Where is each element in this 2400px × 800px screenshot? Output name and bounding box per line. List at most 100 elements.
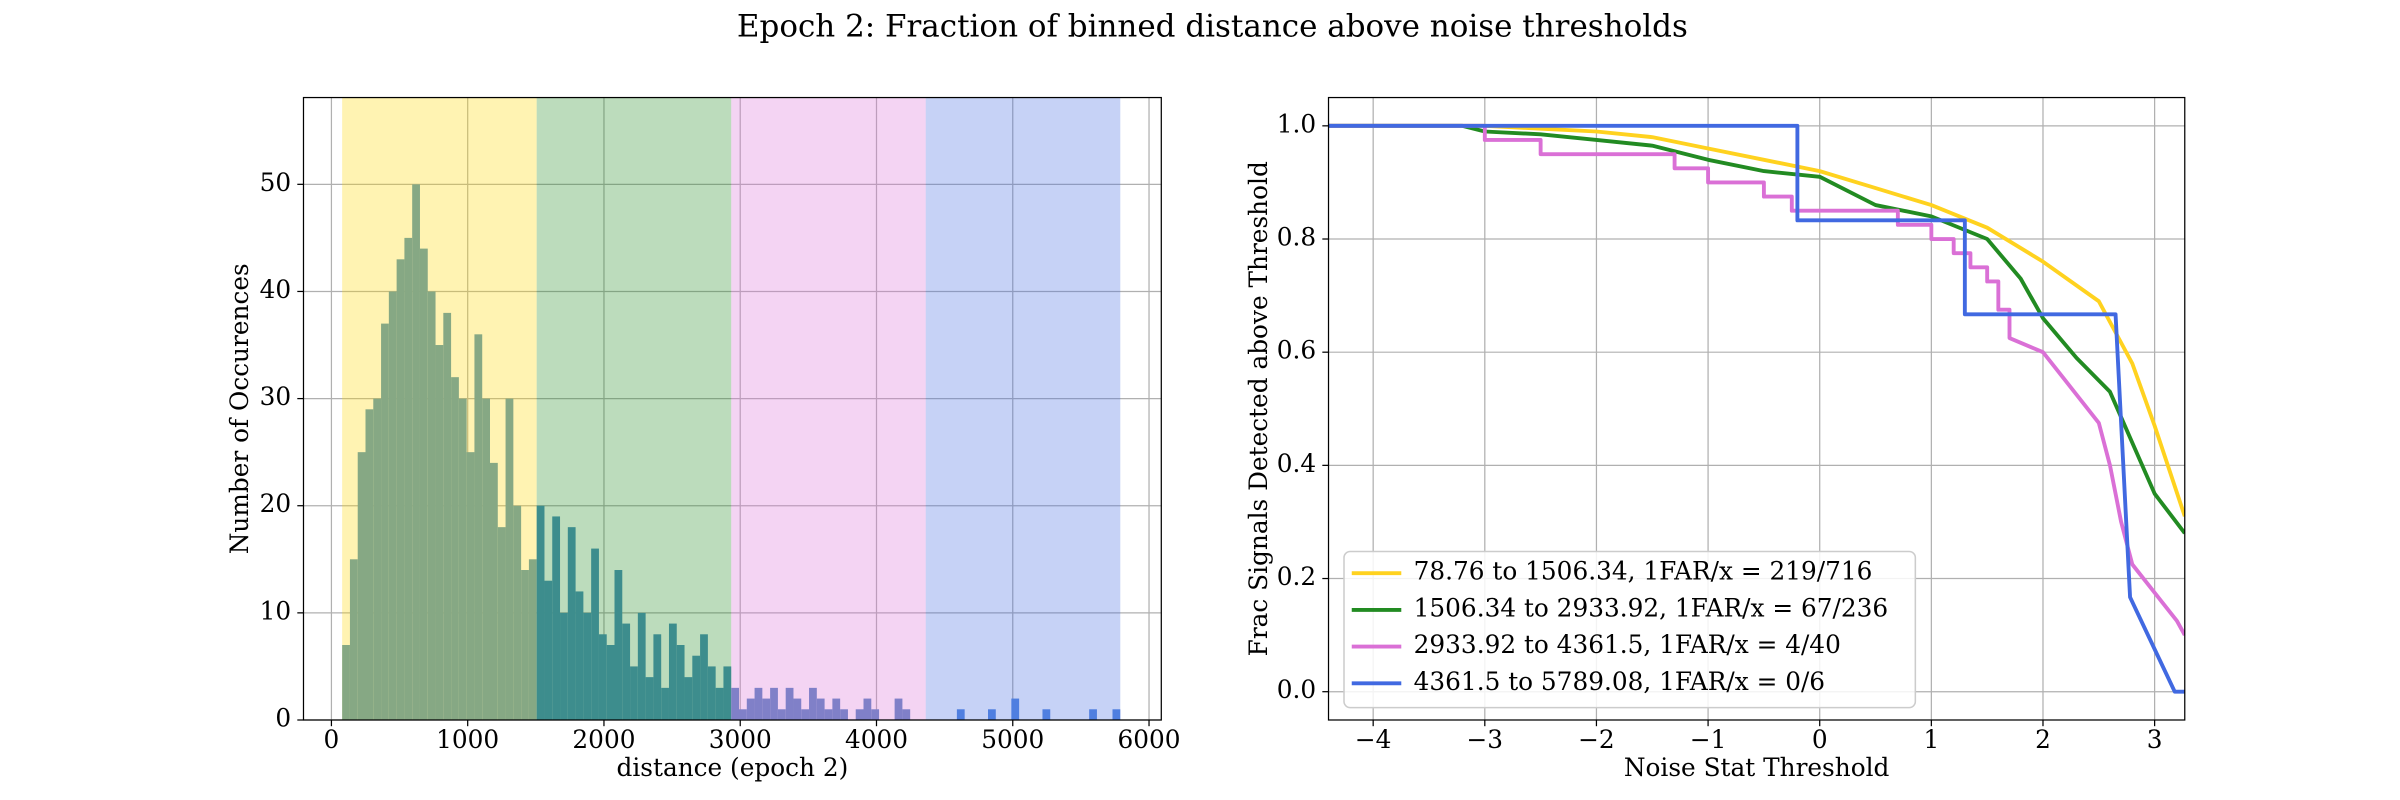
histogram-bar [653, 634, 662, 720]
x-tick-label: −2 [1578, 725, 1615, 754]
histogram-bar [1112, 709, 1121, 720]
y-tick-label: 0.8 [1277, 223, 1316, 252]
histogram-bar [598, 634, 607, 720]
histogram-bar [762, 698, 771, 720]
histogram-bar [614, 570, 623, 720]
histogram-bar [505, 398, 514, 720]
histogram-bar [707, 666, 716, 720]
histogram-bar [342, 645, 350, 720]
histogram-bar [661, 687, 669, 720]
histogram-bar [474, 334, 483, 720]
y-tick-label: 0.4 [1277, 449, 1316, 478]
histogram-bar [840, 709, 848, 720]
histogram-bar [809, 687, 817, 720]
y-tick-label: 0.0 [1277, 675, 1316, 704]
histogram-bar [692, 655, 701, 720]
histogram-bar [715, 687, 724, 720]
series-line [1328, 123, 2185, 694]
histogram-bar [988, 709, 996, 720]
plot-area [1328, 123, 2185, 694]
histogram-bar [684, 677, 693, 720]
histogram-bar [824, 709, 833, 720]
y-tick-label: 1.0 [1277, 109, 1316, 138]
histogram-bar [1011, 698, 1020, 720]
histogram-bar [801, 709, 810, 720]
legend-label: 2933.92 to 4361.5, 1FAR/x = 4/40 [1414, 630, 1841, 659]
histogram-bar [746, 698, 755, 720]
histogram-bar [490, 462, 498, 720]
x-tick-label: 3000 [709, 725, 772, 754]
histogram-bar [630, 666, 638, 720]
histogram-bar [956, 709, 965, 720]
x-tick-label: 2000 [572, 725, 635, 754]
x-tick-label: 2 [2035, 725, 2051, 754]
series-line [1328, 123, 2185, 535]
histogram-bar [700, 634, 708, 720]
histogram-bar [521, 570, 529, 720]
histogram-bar [575, 591, 584, 720]
histogram-bar [412, 184, 420, 720]
histogram-bar [591, 548, 599, 720]
histogram-bar [855, 709, 864, 720]
histogram-bar [1089, 709, 1097, 720]
x-tick-label: 1 [1923, 725, 1939, 754]
x-tick-label: −1 [1690, 725, 1727, 754]
y-tick-label: 30 [260, 382, 292, 411]
histogram-bar [902, 709, 911, 720]
histogram-bar [871, 709, 880, 720]
y-tick-label: 40 [260, 275, 292, 304]
x-tick-label: 4000 [845, 725, 908, 754]
legend-box [1343, 550, 1917, 709]
x-axis-label: distance (epoch 2) [617, 753, 849, 782]
region-span [925, 97, 1121, 720]
x-tick-label: −4 [1355, 725, 1392, 754]
plot-area [342, 97, 1121, 720]
region-span [731, 97, 926, 720]
histogram-bar [435, 345, 444, 720]
histogram-bar [606, 645, 615, 720]
legend-label: 4361.5 to 5789.08, 1FAR/x = 0/6 [1414, 667, 1825, 696]
histogram-bar [528, 559, 537, 720]
histogram-bar [731, 687, 740, 720]
histogram-bar [466, 452, 475, 720]
histogram-bar [373, 398, 382, 720]
histogram-bar [1042, 709, 1051, 720]
histogram-bar [832, 698, 841, 720]
histogram-bar [388, 291, 397, 720]
histogram-bar [622, 623, 631, 720]
histogram-bar [482, 398, 491, 720]
histogram-bar [544, 580, 553, 720]
legend-label: 78.76 to 1506.34, 1FAR/x = 219/716 [1414, 557, 1873, 586]
legend-label: 1506.34 to 2933.92, 1FAR/x = 67/236 [1414, 593, 1888, 622]
histogram-bar [560, 612, 568, 720]
y-axis-label: Frac Signals Detected above Threshold [1244, 161, 1273, 656]
histogram-bar [723, 666, 732, 720]
histogram-bar [536, 505, 545, 720]
axes-frame [302, 96, 1162, 721]
series-line [1328, 123, 2185, 517]
y-tick-label: 20 [260, 489, 292, 518]
x-tick-label: 5000 [981, 725, 1044, 754]
histogram-bar [637, 612, 646, 720]
histogram-bar [645, 677, 654, 720]
histogram-bar [567, 527, 576, 720]
histogram-bar [349, 559, 358, 720]
x-axis-label: Noise Stat Threshold [1624, 753, 1890, 782]
histogram-bar [381, 323, 389, 720]
histogram-bar [419, 248, 428, 720]
y-tick-label: 0.6 [1277, 336, 1316, 365]
histogram-bar [365, 409, 374, 720]
histogram-bar [785, 687, 794, 720]
y-tick-label: 10 [260, 596, 292, 625]
x-tick-label: 0 [1812, 725, 1828, 754]
histogram-bar [513, 505, 522, 720]
x-tick-label: 6000 [1118, 725, 1181, 754]
histogram-bar [754, 687, 763, 720]
histogram-bar [816, 698, 825, 720]
x-tick-label: 3 [2147, 725, 2163, 754]
histogram-bar [668, 623, 677, 720]
histogram-bar [404, 237, 413, 720]
x-tick-label: 0 [324, 725, 340, 754]
y-tick-label: 0 [275, 703, 291, 732]
